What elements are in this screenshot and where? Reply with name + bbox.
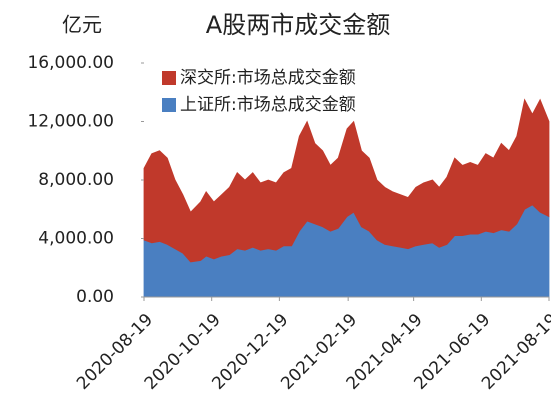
legend-label: 深交所:市场总成交金额 bbox=[180, 68, 356, 88]
y-tick-label: 12,000.00 bbox=[27, 112, 114, 132]
area bbox=[143, 98, 550, 263]
y-tick-label: 0.00 bbox=[76, 287, 114, 307]
y-tick-label: 8,000.00 bbox=[38, 170, 114, 190]
y-unit: 亿元 bbox=[62, 13, 102, 37]
legend-swatch bbox=[162, 98, 176, 112]
legend-swatch bbox=[162, 71, 176, 85]
chart-title: A股两市成交金额 bbox=[206, 11, 390, 39]
y-tick-label: 4,000.00 bbox=[38, 229, 114, 249]
y-tick-label: 16,000.00 bbox=[27, 53, 114, 73]
legend-label: 上证所:市场总成交金额 bbox=[180, 95, 356, 115]
